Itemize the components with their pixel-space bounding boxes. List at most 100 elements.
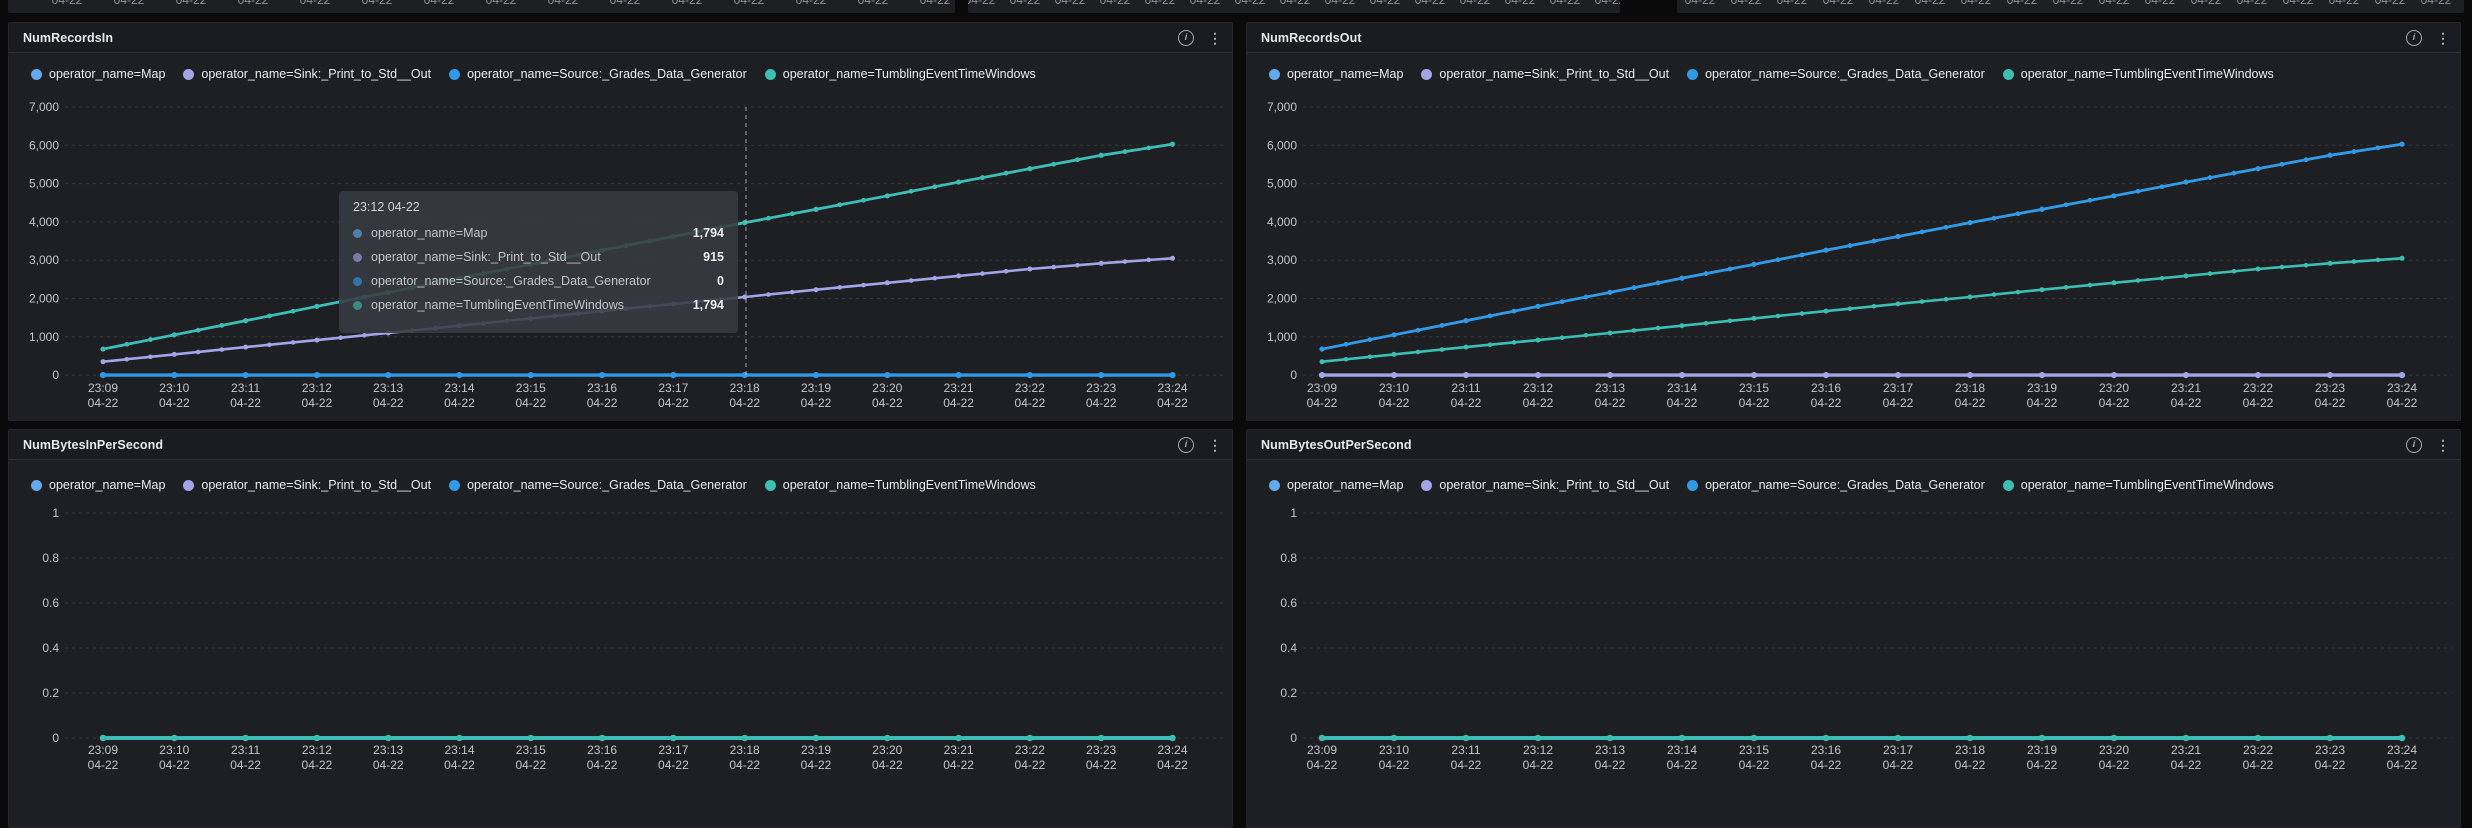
legend-item[interactable]: operator_name=Source:_Grades_Data_Genera… <box>449 67 747 81</box>
legend-item[interactable]: operator_name=Source:_Grades_Data_Genera… <box>449 478 747 492</box>
legend-label: operator_name=Sink:_Print_to_Std__Out <box>201 478 432 492</box>
x-axis-tick-label: 23:09 <box>1307 743 1337 757</box>
clipped-axis-label: 04-22 <box>671 0 703 7</box>
x-axis-date-label: 04-22 <box>230 396 261 410</box>
kebab-menu-icon[interactable]: ⋮ <box>2436 436 2450 453</box>
x-axis-date-label: 04-22 <box>2243 758 2274 772</box>
y-axis-tick-label: 0.6 <box>1280 596 1297 610</box>
y-axis-tick-label: 1 <box>52 506 59 520</box>
y-axis-tick-label: 6,000 <box>29 138 59 152</box>
x-axis-tick-label: 23:11 <box>1451 743 1480 757</box>
y-axis-tick-label: 0 <box>52 368 59 382</box>
y-axis-tick-label: 3,000 <box>29 253 59 267</box>
x-axis-date-label: 04-22 <box>943 396 974 410</box>
legend-item[interactable]: operator_name=Sink:_Print_to_Std__Out <box>1421 478 1669 492</box>
legend-item[interactable]: operator_name=Map <box>31 478 165 492</box>
legend-item[interactable]: operator_name=Map <box>1269 478 1403 492</box>
x-axis-date-label: 04-22 <box>515 758 546 772</box>
y-axis-tick-label: 4,000 <box>29 215 59 229</box>
clipped-axis-label: 04-22 <box>113 0 145 7</box>
clipped-panel: 04-22 04-22 04-22 04-22 04-22 04-22 04-22 04-22… <box>968 0 1620 13</box>
clipped-axis-label: 04-22 <box>1594 0 1620 7</box>
legend-item[interactable]: operator_name=TumblingEventTimeWindows <box>2002 67 2274 81</box>
x-axis-date-label: 04-22 <box>1811 396 1842 410</box>
x-axis-tick-label: 23:22 <box>1015 743 1045 757</box>
legend-item[interactable]: operator_name=Sink:_Print_to_Std__Out <box>183 67 431 81</box>
tooltip-series-value: 1,794 <box>692 298 724 312</box>
legend-item[interactable]: operator_name=Map <box>31 67 165 81</box>
tooltip-series-value: 915 <box>703 250 724 264</box>
legend-label: operator_name=Sink:_Print_to_Std__Out <box>201 67 432 81</box>
clipped-axis-label: 04-22 <box>2144 0 2176 7</box>
x-axis-tick-label: 23:15 <box>1739 381 1769 395</box>
x-axis-tick-label: 23:13 <box>1595 743 1625 757</box>
panel-header[interactable]: NumBytesOutPerSecond i ⋮ <box>1247 430 2460 460</box>
legend-item[interactable]: operator_name=Map <box>1269 67 1403 81</box>
legend-label: operator_name=Source:_Grades_Data_Genera… <box>1705 67 1985 81</box>
series-dot-icon <box>31 68 42 80</box>
legend-item[interactable]: operator_name=Sink:_Print_to_Std__Out <box>1421 67 1669 81</box>
x-axis-tick-label: 23:10 <box>159 743 189 757</box>
x-axis-date-label: 04-22 <box>1883 396 1914 410</box>
x-axis-date-label: 04-22 <box>658 396 689 410</box>
x-axis-tick-label: 23:23 <box>2315 381 2345 395</box>
x-axis-tick-label: 23:10 <box>159 381 189 395</box>
clipped-axis-label: 04-22 <box>1009 0 1041 7</box>
x-axis-date-label: 04-22 <box>444 396 475 410</box>
y-axis-tick-label: 0 <box>52 731 59 745</box>
info-icon[interactable]: i <box>2406 29 2422 46</box>
x-axis-tick-label: 23:19 <box>801 381 831 395</box>
legend: operator_name=Map operator_name=Sink:_Pri… <box>31 474 1222 496</box>
x-axis-date-label: 04-22 <box>515 396 546 410</box>
legend-label: operator_name=Sink:_Print_to_Std__Out <box>1439 67 1670 81</box>
clipped-axis-label: 04-22 <box>919 0 951 7</box>
legend-item[interactable]: operator_name=Source:_Grades_Data_Genera… <box>1687 67 1985 81</box>
clipped-axis-label: 04-22 <box>1960 0 1992 7</box>
x-axis-tick-label: 23:12 <box>302 743 332 757</box>
x-axis-date-label: 04-22 <box>88 758 119 772</box>
info-icon[interactable]: i <box>1178 436 1194 453</box>
x-axis-tick-label: 23:21 <box>2171 381 2201 395</box>
series-dot-icon <box>353 252 362 262</box>
kebab-menu-icon[interactable]: ⋮ <box>1208 29 1222 46</box>
panel-header[interactable]: NumRecordsOut i ⋮ <box>1247 23 2460 53</box>
clipped-axis-label: 04-22 <box>1730 0 1762 7</box>
clipped-axis-label: 04-22 <box>609 0 641 7</box>
y-axis-tick-label: 4,000 <box>1267 215 1297 229</box>
x-axis-tick-label: 23:16 <box>587 381 617 395</box>
panel-header[interactable]: NumRecordsIn i ⋮ <box>9 23 1232 53</box>
x-axis-date-label: 04-22 <box>373 396 404 410</box>
legend-item[interactable]: operator_name=TumblingEventTimeWindows <box>2002 478 2274 492</box>
legend-label: operator_name=Map <box>49 67 166 81</box>
series-dot-icon <box>353 300 362 310</box>
legend-label: operator_name=Map <box>1287 478 1404 492</box>
legend-item[interactable]: operator_name=Sink:_Print_to_Std__Out <box>183 478 431 492</box>
kebab-menu-icon[interactable]: ⋮ <box>2436 29 2450 46</box>
y-axis-tick-label: 7,000 <box>29 100 59 114</box>
x-axis-tick-label: 23:14 <box>444 381 474 395</box>
legend-item[interactable]: operator_name=Source:_Grades_Data_Genera… <box>1687 478 1985 492</box>
x-axis-date-label: 04-22 <box>302 758 333 772</box>
x-axis-date-label: 04-22 <box>1451 396 1482 410</box>
x-axis-tick-label: 23:21 <box>944 743 974 757</box>
x-axis-date-label: 04-22 <box>2027 758 2058 772</box>
legend-label: operator_name=TumblingEventTimeWindows <box>2020 478 2274 492</box>
legend-item[interactable]: operator_name=TumblingEventTimeWindows <box>764 478 1036 492</box>
x-axis-date-label: 04-22 <box>444 758 475 772</box>
x-axis-date-label: 04-22 <box>373 758 404 772</box>
panel-numrecordsout: NumRecordsOut i ⋮ operator_name=Map opera… <box>1246 22 2461 421</box>
kebab-menu-icon[interactable]: ⋮ <box>1208 436 1222 453</box>
tooltip-series-label: operator_name=TumblingEventTimeWindows <box>371 298 625 312</box>
x-axis-tick-label: 23:14 <box>444 743 474 757</box>
x-axis-date-label: 04-22 <box>872 758 903 772</box>
panel-header[interactable]: NumBytesInPerSecond i ⋮ <box>9 430 1232 460</box>
info-icon[interactable]: i <box>2406 436 2422 453</box>
legend-item[interactable]: operator_name=TumblingEventTimeWindows <box>764 67 1036 81</box>
clipped-axis-label: 04-22 <box>423 0 455 7</box>
x-axis-date-label: 04-22 <box>943 758 974 772</box>
x-axis-date-label: 04-22 <box>1523 758 1554 772</box>
clipped-axis-label: 04-22 <box>1234 0 1266 7</box>
x-axis-date-label: 04-22 <box>1667 758 1698 772</box>
info-icon[interactable]: i <box>1178 29 1194 46</box>
